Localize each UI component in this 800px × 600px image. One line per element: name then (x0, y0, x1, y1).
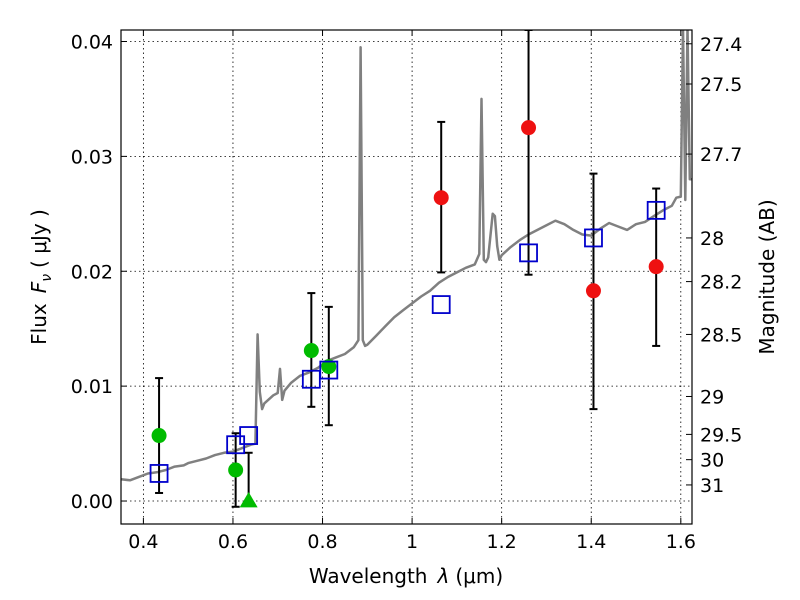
plot-frame (120, 29, 693, 525)
y2-tick-label: 27.5 (700, 74, 742, 96)
data-point-circle (321, 359, 337, 375)
y2-tick-label: 28.2 (700, 272, 742, 294)
x-tick-label: 1.4 (576, 531, 606, 553)
data-point-circle (648, 259, 664, 275)
y2-tick-label: 27.7 (700, 144, 742, 166)
y-tick-label: 0.04 (71, 31, 113, 53)
model-point-square (431, 295, 451, 314)
y2-tick-label: 28 (700, 228, 724, 250)
y-tick-label: 0.00 (71, 491, 113, 513)
model-point-square (149, 464, 169, 483)
x-tick-label: 1 (406, 531, 418, 553)
y2-tick-label: 29 (700, 386, 724, 408)
model-point-square (584, 228, 603, 248)
model-point-square (319, 360, 339, 380)
y-axis-label: FluxFν( μJy ) (27, 209, 55, 345)
data-markers (149, 120, 666, 508)
data-point-circle (433, 190, 449, 206)
model-point-square (519, 243, 538, 263)
x-tick-label: 0.8 (307, 531, 337, 553)
y-tick-label: 0.03 (71, 146, 113, 168)
y2-tick-label: 28.5 (700, 324, 742, 346)
x-tick-label: 0.6 (218, 531, 248, 553)
x-axis-label: Wavelength λ (μm) (309, 564, 503, 588)
y2-tick-label: 30 (700, 450, 724, 472)
y-tick-label: 0.02 (71, 261, 113, 283)
x-tick-label: 1.2 (487, 531, 517, 553)
data-point-circle (228, 462, 244, 478)
data-point-circle (151, 428, 167, 444)
data-point-triangle (239, 492, 258, 508)
y-tick-label: 0.01 (71, 376, 113, 398)
model-point-square (239, 426, 259, 445)
y2-tick-label: 27.4 (700, 34, 742, 56)
y2-tick-label: 31 (700, 475, 724, 497)
model-point-square (646, 200, 666, 220)
x-tick-label: 0.4 (128, 531, 158, 553)
data-point-circle (303, 343, 319, 359)
y2-tick-label: 29.5 (700, 424, 742, 446)
y2-axis-label: Magnitude (AB) (755, 199, 779, 354)
data-point-circle (521, 120, 537, 136)
axis-ticks: 0.4 0.6 0.8 1 1.2 1.4 1.6 0.00 0.01 0.02 0.03 0.04 2… (71, 30, 742, 553)
x-tick-label: 1.6 (666, 531, 696, 553)
data-point-circle (585, 283, 601, 299)
